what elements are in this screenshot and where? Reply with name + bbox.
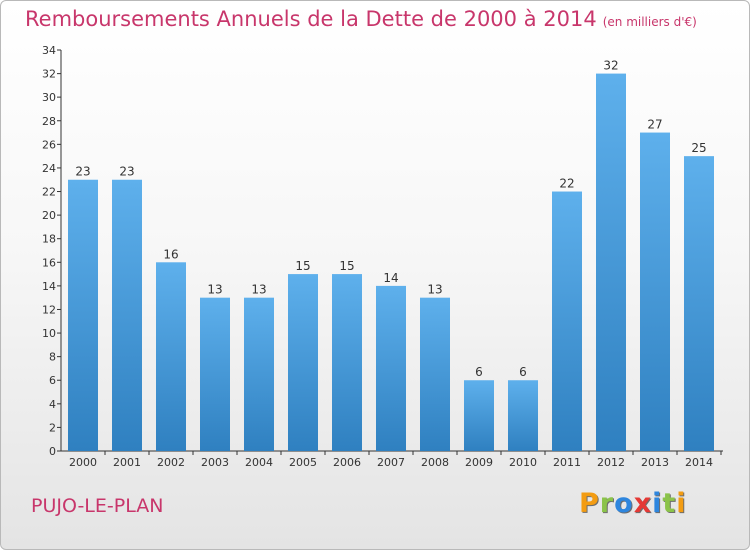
- data-label: 23: [75, 165, 90, 179]
- bar-2001: [112, 179, 142, 451]
- y-tick-label: 10: [42, 327, 56, 340]
- x-tick-label: 2013: [641, 456, 669, 469]
- y-tick-label: 28: [42, 115, 56, 128]
- data-label: 15: [339, 259, 354, 273]
- bar-2006: [332, 274, 362, 451]
- proxiti-logo[interactable]: Proxiti: [579, 488, 687, 519]
- city-name: PUJO-LE-PLAN: [31, 495, 164, 517]
- data-label: 23: [119, 165, 134, 179]
- logo-letter: i: [652, 488, 663, 519]
- y-tick-label: 4: [49, 398, 56, 411]
- x-tick-label: 2007: [377, 456, 405, 469]
- bar-2014: [684, 156, 714, 451]
- data-label: 13: [427, 283, 442, 297]
- chart-subtitle: (en milliers d'€): [602, 15, 697, 29]
- y-tick-label: 12: [42, 303, 56, 316]
- bar-2005: [288, 274, 318, 451]
- y-tick-label: 18: [42, 233, 56, 246]
- data-label: 16: [163, 247, 178, 261]
- data-label: 25: [691, 141, 706, 155]
- data-label: 27: [647, 118, 662, 132]
- logo-letter: P: [579, 488, 600, 519]
- x-tick-label: 2004: [245, 456, 273, 469]
- bar-2013: [640, 132, 670, 451]
- x-axis: 2000 2001 2002 2003 2004 2005 2006 2007 2008 2009…: [61, 450, 723, 469]
- bars: [68, 73, 714, 452]
- y-tick-label: 14: [42, 280, 56, 293]
- x-tick-label: 2008: [421, 456, 449, 469]
- bar-2008: [420, 297, 450, 451]
- y-tick-label: 20: [42, 209, 56, 222]
- data-label: 14: [383, 271, 398, 285]
- x-tick-label: 2000: [69, 456, 97, 469]
- bar-2010: [508, 380, 538, 451]
- logo-letter: o: [614, 488, 634, 519]
- data-label: 15: [295, 259, 310, 273]
- data-label: 13: [207, 283, 222, 297]
- bar-2011: [552, 191, 582, 451]
- y-tick-label: 32: [42, 68, 56, 81]
- y-tick-label: 2: [49, 421, 56, 434]
- x-tick-label: 2010: [509, 456, 537, 469]
- data-label: 6: [519, 365, 527, 379]
- data-label: 13: [251, 283, 266, 297]
- y-tick-label: 16: [42, 256, 56, 269]
- x-tick-label: 2011: [553, 456, 581, 469]
- y-tick-label: 30: [42, 91, 56, 104]
- logo-letter: x: [633, 488, 653, 519]
- x-tick-label: 2006: [333, 456, 361, 469]
- y-tick-label: 22: [42, 186, 56, 199]
- logo-letter: t: [662, 488, 677, 519]
- bar-2000: [68, 179, 98, 451]
- x-tick-label: 2014: [685, 456, 713, 469]
- data-label: 22: [559, 177, 574, 191]
- bar-2004: [244, 297, 274, 451]
- chart-title: Remboursements Annuels de la Dette de 20…: [25, 7, 697, 31]
- bar-2003: [200, 297, 230, 451]
- x-tick-label: 2012: [597, 456, 625, 469]
- logo-letter: r: [599, 488, 615, 519]
- y-tick-label: 8: [49, 351, 56, 364]
- y-tick-label: 24: [42, 162, 56, 175]
- y-tick-label: 6: [49, 374, 56, 387]
- x-tick-label: 2002: [157, 456, 185, 469]
- data-labels: 23 23 16 13 13 15 15 14 13 6 6 22 32 27 25: [75, 59, 706, 380]
- x-tick-label: 2003: [201, 456, 229, 469]
- bar-2007: [376, 285, 406, 451]
- logo-letter: i: [676, 488, 687, 519]
- x-tick-label: 2001: [113, 456, 141, 469]
- y-tick-label: 34: [42, 44, 56, 57]
- bar-2009: [464, 380, 494, 451]
- bar-2002: [156, 262, 186, 451]
- chart-title-text: Remboursements Annuels de la Dette de 20…: [25, 7, 597, 31]
- bar-2012: [596, 73, 626, 452]
- data-label: 6: [475, 365, 483, 379]
- y-tick-label: 26: [42, 138, 56, 151]
- y-tick-label: 0: [49, 445, 56, 458]
- x-tick-label: 2005: [289, 456, 317, 469]
- x-tick-label: 2009: [465, 456, 493, 469]
- data-label: 32: [603, 59, 618, 73]
